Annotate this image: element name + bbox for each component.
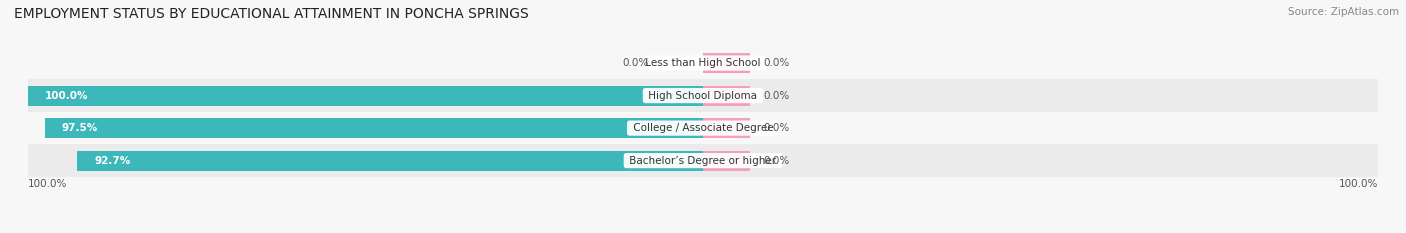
Text: EMPLOYMENT STATUS BY EDUCATIONAL ATTAINMENT IN PONCHA SPRINGS: EMPLOYMENT STATUS BY EDUCATIONAL ATTAINM… xyxy=(14,7,529,21)
Text: College / Associate Degree: College / Associate Degree xyxy=(630,123,776,133)
Text: 100.0%: 100.0% xyxy=(1339,179,1378,189)
Bar xyxy=(45,118,703,138)
Bar xyxy=(703,118,751,138)
Bar xyxy=(28,47,1378,79)
Bar xyxy=(703,151,751,171)
Bar xyxy=(77,151,703,171)
Bar xyxy=(703,86,751,106)
Text: 97.5%: 97.5% xyxy=(62,123,98,133)
Text: 92.7%: 92.7% xyxy=(94,156,131,166)
Text: 100.0%: 100.0% xyxy=(28,179,67,189)
Text: 100.0%: 100.0% xyxy=(45,91,89,101)
Bar xyxy=(28,86,703,106)
Bar xyxy=(28,144,1378,177)
Text: 0.0%: 0.0% xyxy=(763,123,790,133)
Text: 0.0%: 0.0% xyxy=(763,91,790,101)
Text: 0.0%: 0.0% xyxy=(763,58,790,68)
Bar xyxy=(28,112,1378,144)
Text: High School Diploma: High School Diploma xyxy=(645,91,761,101)
Bar xyxy=(703,53,751,73)
Text: 0.0%: 0.0% xyxy=(763,156,790,166)
Bar xyxy=(28,79,1378,112)
Text: Bachelor’s Degree or higher: Bachelor’s Degree or higher xyxy=(626,156,780,166)
Text: Less than High School: Less than High School xyxy=(643,58,763,68)
Text: Source: ZipAtlas.com: Source: ZipAtlas.com xyxy=(1288,7,1399,17)
Text: 0.0%: 0.0% xyxy=(621,58,648,68)
